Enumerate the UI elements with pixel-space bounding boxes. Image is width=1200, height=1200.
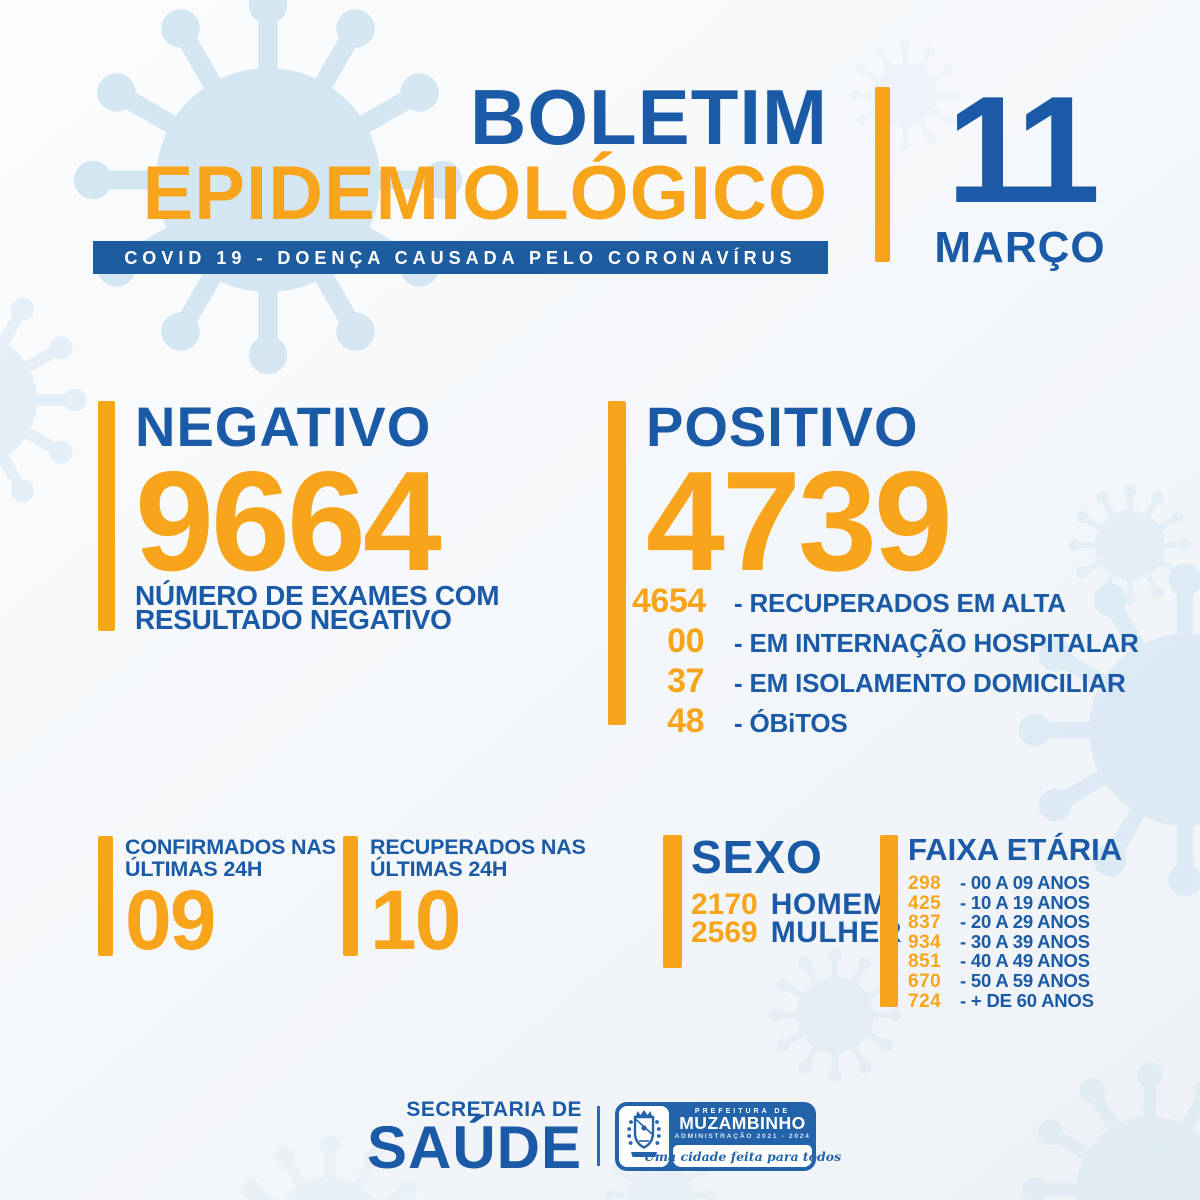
- age-range-label: - 20 A 29 ANOS: [960, 911, 1090, 933]
- breakdown-value: 37: [667, 662, 704, 700]
- date-month: MARÇO: [934, 223, 1106, 272]
- date-block: 11 MARÇO: [915, 65, 1125, 272]
- age-range-title: FAIXA ETÁRIA: [908, 832, 1123, 867]
- sex-section: SEXO 2170 HOMEM 2569 MULHER: [663, 831, 902, 968]
- age-range-label: - 30 A 39 ANOS: [960, 930, 1090, 952]
- covid-subtitle-badge: COVID 19 - DOENÇA CAUSADA PELO CORONAVÍR…: [93, 241, 828, 274]
- age-range-row: 934 - 30 A 39 ANOS: [908, 930, 1122, 953]
- sex-row-female: 2569 MULHER: [691, 916, 902, 949]
- age-range-row: 724 - + DE 60 ANOS: [908, 989, 1122, 1012]
- negative-count: 9664: [135, 442, 442, 601]
- breakdown-label: - EM ISOLAMENTO DOMICILIAR: [734, 668, 1126, 698]
- recovered-24h-label-line2: ÚLTIMAS 24H: [370, 857, 508, 881]
- age-range-list: 298 - 00 A 09 ANOS 425 - 10 A 19 ANOS 83…: [908, 872, 1122, 1012]
- age-range-label: - 40 A 49 ANOS: [960, 950, 1090, 972]
- breakdown-row-recuperados: 4654 - RECUPERADOS EM ALTA: [632, 582, 1139, 622]
- age-range-row: 425 - 10 A 19 ANOS: [908, 891, 1122, 914]
- sex-accent-bar: [663, 835, 682, 968]
- city-hall-logo-badge: PREFEITURA DE MUZAMBINHO ADMINISTRAÇÃO 2…: [615, 1102, 841, 1171]
- secretaria-line2: SAÚDE: [366, 1114, 582, 1181]
- age-range-value: 934: [908, 931, 942, 953]
- breakdown-label: - EM INTERNAÇÃO HOSPITALAR: [734, 628, 1139, 658]
- coat-of-arms-icon: [627, 1109, 661, 1157]
- breakdown-label: - ÓBiTOS: [734, 708, 848, 738]
- age-range-row: 837 - 20 A 29 ANOS: [908, 911, 1122, 934]
- header-title-block: BOLETIM EPIDEMIOLÓGICO COVID 19 - DOENÇA…: [93, 78, 828, 274]
- confirmed-24h-card: CONFIRMADOS NAS ÚLTIMAS 24H 09: [98, 836, 336, 964]
- age-range-value: 670: [908, 970, 942, 992]
- age-range-value: 425: [908, 892, 942, 914]
- breakdown-label: - RECUPERADOS EM ALTA: [734, 588, 1066, 618]
- footer-divider: [597, 1106, 600, 1166]
- confirmed-24h-value: 09: [125, 873, 216, 967]
- male-label: HOMEM: [770, 888, 889, 921]
- age-range-row: 670 - 50 A 59 ANOS: [908, 969, 1122, 992]
- negative-description-line1: NÚMERO DE EXAMES COM: [135, 580, 500, 611]
- age-range-label: - 10 A 19 ANOS: [960, 891, 1090, 913]
- female-label: MULHER: [770, 916, 903, 949]
- age-range-row: 851 - 40 A 49 ANOS: [908, 950, 1122, 973]
- sex-row-male: 2170 HOMEM: [691, 888, 902, 921]
- sex-title: SEXO: [691, 831, 823, 883]
- bulletin-title-line2: EPIDEMIOLÓGICO: [142, 151, 828, 236]
- logo-slogan: Uma cidade feita para todos: [644, 1145, 841, 1167]
- positive-section: POSITIVO 4739 4654 - RECUPERADOS EM ALTA…: [608, 398, 1139, 742]
- breakdown-row-isolamento: 37 - EM ISOLAMENTO DOMICILIAR: [632, 662, 1139, 702]
- age-range-value: 724: [908, 990, 942, 1012]
- age-range-section: FAIXA ETÁRIA 298 - 00 A 09 ANOS 425 - 10…: [880, 832, 1123, 1012]
- age-range-label: - 00 A 09 ANOS: [960, 872, 1090, 893]
- positive-count: 4739: [646, 442, 953, 601]
- age-range-value: 837: [908, 912, 942, 934]
- negative-accent-bar: [98, 401, 115, 631]
- recovered-24h-card: RECUPERADOS NAS ÚLTIMAS 24H 10: [343, 836, 586, 964]
- negative-title: NEGATIVO: [135, 395, 432, 458]
- logo-administration-line: ADMINISTRAÇÃO 2021 - 2024: [674, 1133, 811, 1140]
- age-range-row: 298 - 00 A 09 ANOS: [908, 872, 1122, 894]
- health-secretary-block: SECRETARIA DE SAÚDE: [300, 1098, 582, 1181]
- logo-prefeitura-line: PREFEITURA DE: [694, 1108, 791, 1115]
- negative-section: NEGATIVO 9664 NÚMERO DE EXAMES COM RESUL…: [98, 395, 500, 635]
- header-divider-bar: [875, 87, 890, 262]
- bulletin-title-line1: BOLETIM: [470, 73, 828, 161]
- breakdown-value: 4654: [632, 582, 706, 620]
- breakdown-row-internacao: 00 - EM INTERNAÇÃO HOSPITALAR: [632, 622, 1139, 662]
- age-range-label: - + DE 60 ANOS: [960, 989, 1094, 1011]
- confirmed-24h-accent-bar: [98, 836, 113, 956]
- breakdown-value: 48: [667, 702, 704, 740]
- positive-accent-bar: [608, 401, 626, 725]
- male-count: 2170: [691, 888, 758, 921]
- recovered-24h-accent-bar: [343, 836, 358, 956]
- breakdown-row-obitos: 48 - ÓBiTOS: [632, 702, 1139, 742]
- recovered-24h-label-line1: RECUPERADOS NAS: [370, 835, 586, 859]
- age-range-label: - 50 A 59 ANOS: [960, 969, 1090, 991]
- breakdown-value: 00: [667, 622, 704, 660]
- female-count: 2569: [691, 916, 758, 949]
- date-day: 11: [946, 65, 1101, 235]
- logo-city-name: MUZAMBINHO: [679, 1113, 806, 1133]
- recovered-24h-value: 10: [370, 873, 461, 967]
- confirmed-24h-label-line2: ÚLTIMAS 24H: [125, 857, 263, 881]
- age-range-value: 298: [908, 873, 942, 894]
- negative-description-line2: RESULTADO NEGATIVO: [135, 604, 452, 635]
- age-range-accent-bar: [880, 835, 898, 1007]
- positive-breakdown-list: 4654 - RECUPERADOS EM ALTA 00 - EM INTER…: [632, 582, 1139, 742]
- age-range-value: 851: [908, 951, 942, 973]
- coat-of-arms-panel: [619, 1106, 669, 1167]
- positive-title: POSITIVO: [646, 395, 919, 458]
- secretaria-line1: SECRETARIA DE: [406, 1098, 582, 1121]
- confirmed-24h-label-line1: CONFIRMADOS NAS: [125, 835, 336, 859]
